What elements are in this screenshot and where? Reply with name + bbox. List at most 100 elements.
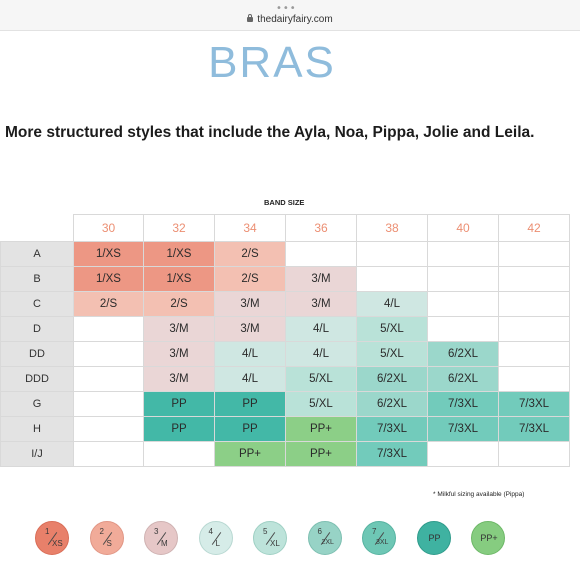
size-cell: PP <box>143 391 215 417</box>
band-size-header: 32 <box>143 214 215 242</box>
legend-number: 5 <box>263 527 268 536</box>
legend-number: 1 <box>45 527 50 536</box>
size-cell <box>427 241 499 267</box>
band-size-title: BAND SIZE <box>264 198 305 207</box>
cup-size-header: B <box>0 266 74 292</box>
table-row: DD 3/M 4/L 4/L 5/XL 6/2XL <box>0 341 570 367</box>
size-cell: PP+ <box>285 441 357 467</box>
band-size-header: 36 <box>285 214 357 242</box>
size-cell: 4/L <box>356 291 428 317</box>
size-cell: 6/2XL <box>356 391 428 417</box>
size-cell: 6/2XL <box>427 341 499 367</box>
size-cell: PP+ <box>214 441 286 467</box>
size-cell: 5/XL <box>285 391 357 417</box>
legend-circle-1-xs: 1 XS <box>35 521 69 555</box>
size-cell: 7/3XL <box>356 441 428 467</box>
legend-size: L <box>215 539 220 548</box>
cup-size-header: DD <box>0 341 74 367</box>
legend-size: 2XL <box>321 539 334 546</box>
band-size-header: 40 <box>427 214 499 242</box>
legend-size: XS <box>52 539 63 548</box>
legend-label: PP <box>428 533 441 543</box>
size-cell <box>427 266 499 292</box>
legend-number: 6 <box>317 527 322 536</box>
size-cell: 3/M <box>143 341 215 367</box>
size-cell <box>498 341 570 367</box>
table-row: DDD 3/M 4/L 5/XL 6/2XL 6/2XL <box>0 366 570 392</box>
size-cell: 4/L <box>214 366 286 392</box>
size-cell <box>498 316 570 342</box>
band-size-header: 34 <box>214 214 286 242</box>
size-cell <box>73 366 144 392</box>
size-cell <box>143 441 215 467</box>
size-cell <box>73 316 144 342</box>
cup-size-header: C <box>0 291 74 317</box>
size-cell: 3/M <box>214 291 286 317</box>
cup-size-header: D <box>0 316 74 342</box>
url-text: thedairyfairy.com <box>257 14 333 25</box>
band-size-header: 42 <box>498 214 570 242</box>
size-cell: 4/L <box>285 341 357 367</box>
size-cell: PP <box>214 391 286 417</box>
cup-size-header: A <box>0 241 74 267</box>
size-cell: 2/S <box>214 266 286 292</box>
url-display[interactable]: thedairyfairy.com <box>0 14 580 25</box>
band-size-header: 38 <box>356 214 428 242</box>
table-row: D 3/M 3/M 4/L 5/XL <box>0 316 570 342</box>
size-cell: PP <box>143 416 215 442</box>
table-row: A 1/XS 1/XS 2/S <box>0 241 570 267</box>
size-cell <box>73 416 144 442</box>
size-cell <box>73 441 144 467</box>
legend-size: XL <box>270 539 280 548</box>
table-row: G PP PP 5/XL 6/2XL 7/3XL 7/3XL <box>0 391 570 417</box>
size-cell: 3/M <box>285 291 357 317</box>
size-cell: 1/XS <box>143 266 215 292</box>
table-row: C 2/S 2/S 3/M 3/M 4/L <box>0 291 570 317</box>
size-chart-table: 30 32 34 36 38 40 42 A 1/XS 1/XS 2/S B 1/XS 1/XS 2/S 3/… <box>0 214 570 467</box>
cup-size-header: G <box>0 391 74 417</box>
size-legend: 1 XS 2 S 3 M 4 L 5 XL 6 2XL 7 3XL PP PP+ <box>0 521 580 561</box>
legend-number: 3 <box>154 527 159 536</box>
size-cell: 5/XL <box>356 341 428 367</box>
table-row: H PP PP PP+ 7/3XL 7/3XL 7/3XL <box>0 416 570 442</box>
size-cell: 7/3XL <box>427 416 499 442</box>
size-cell: 5/XL <box>285 366 357 392</box>
legend-circle-pp-: PP+ <box>471 521 505 555</box>
size-cell: 6/2XL <box>356 366 428 392</box>
table-corner <box>0 214 74 242</box>
size-cell <box>73 391 144 417</box>
size-cell: 4/L <box>285 316 357 342</box>
legend-label: PP+ <box>480 533 498 543</box>
size-cell <box>73 341 144 367</box>
size-cell <box>427 291 499 317</box>
size-cell: 3/M <box>143 366 215 392</box>
table-row: I/J PP+ PP+ 7/3XL <box>0 441 570 467</box>
size-cell <box>498 441 570 467</box>
legend-number: 7 <box>372 527 377 536</box>
more-options-icon[interactable]: ••• <box>276 3 297 14</box>
size-cell <box>356 266 428 292</box>
legend-circle-pp: PP <box>416 521 451 555</box>
size-cell <box>498 291 570 317</box>
size-cell: 7/3XL <box>498 416 570 442</box>
cup-size-header: DDD <box>0 366 74 392</box>
size-cell: 3/M <box>143 316 215 342</box>
size-cell <box>498 266 570 292</box>
size-cell: 1/XS <box>73 241 144 267</box>
table-row: B 1/XS 1/XS 2/S 3/M <box>0 266 570 292</box>
legend-number: 2 <box>99 527 104 536</box>
size-cell: 2/S <box>73 291 144 317</box>
size-cell: 6/2XL <box>427 366 499 392</box>
legend-size: 3XL <box>376 539 389 546</box>
size-cell: 7/3XL <box>427 391 499 417</box>
legend-size: M <box>161 539 168 548</box>
size-cell: PP <box>214 416 286 442</box>
size-cell <box>427 441 499 467</box>
browser-address-bar: ••• thedairyfairy.com <box>0 0 580 31</box>
page-subtitle: More structured styles that include the … <box>5 124 535 141</box>
size-cell: PP+ <box>285 416 357 442</box>
size-cell: 3/M <box>285 266 357 292</box>
size-cell <box>356 241 428 267</box>
